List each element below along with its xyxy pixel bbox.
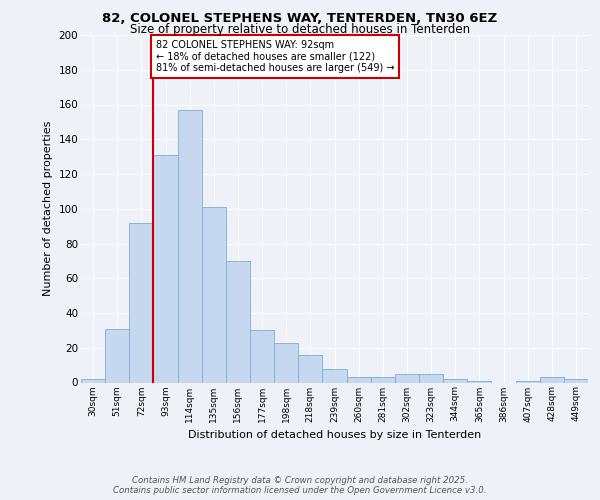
Text: Size of property relative to detached houses in Tenterden: Size of property relative to detached ho… bbox=[130, 22, 470, 36]
Bar bbox=[129, 222, 154, 382]
Bar bbox=[540, 378, 564, 382]
Bar bbox=[467, 381, 491, 382]
Bar bbox=[250, 330, 274, 382]
Bar bbox=[347, 378, 371, 382]
Text: 82, COLONEL STEPHENS WAY, TENTERDEN, TN30 6EZ: 82, COLONEL STEPHENS WAY, TENTERDEN, TN3… bbox=[103, 12, 497, 26]
Bar bbox=[515, 381, 540, 382]
X-axis label: Distribution of detached houses by size in Tenterden: Distribution of detached houses by size … bbox=[188, 430, 481, 440]
Bar bbox=[202, 207, 226, 382]
Text: 82 COLONEL STEPHENS WAY: 92sqm
← 18% of detached houses are smaller (122)
81% of: 82 COLONEL STEPHENS WAY: 92sqm ← 18% of … bbox=[156, 40, 394, 74]
Bar bbox=[81, 379, 105, 382]
Bar bbox=[371, 378, 395, 382]
Y-axis label: Number of detached properties: Number of detached properties bbox=[43, 121, 53, 296]
Bar bbox=[178, 110, 202, 382]
Bar bbox=[226, 261, 250, 382]
Bar bbox=[322, 368, 347, 382]
Text: Contains HM Land Registry data © Crown copyright and database right 2025.: Contains HM Land Registry data © Crown c… bbox=[132, 476, 468, 485]
Bar bbox=[154, 155, 178, 382]
Text: Contains public sector information licensed under the Open Government Licence v3: Contains public sector information licen… bbox=[113, 486, 487, 495]
Bar bbox=[274, 342, 298, 382]
Bar bbox=[395, 374, 419, 382]
Bar bbox=[443, 379, 467, 382]
Bar bbox=[105, 328, 129, 382]
Bar bbox=[564, 379, 588, 382]
Bar bbox=[419, 374, 443, 382]
Bar bbox=[298, 354, 322, 382]
